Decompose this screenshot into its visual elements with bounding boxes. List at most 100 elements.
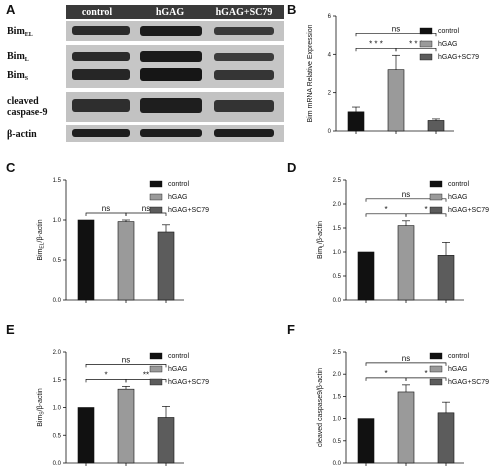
significance-label: ns xyxy=(402,190,410,199)
y-tick-label: 1.5 xyxy=(53,178,62,184)
significance-bracket xyxy=(405,377,447,381)
y-tick-label: 4 xyxy=(328,52,332,58)
bar-charts: 0 2 4 6 Bim mRNA Relative Expression * * * * *… xyxy=(37,14,489,467)
blot-column-label-hgag: hGAG xyxy=(156,7,185,18)
bar-e-0 xyxy=(77,407,95,464)
y-axis-label: BimEL/β-actin xyxy=(37,219,46,260)
y-tick-label: 0.5 xyxy=(53,258,62,264)
bar-c-0 xyxy=(77,219,95,301)
significance-label: ns xyxy=(142,204,150,213)
legend-label: hGAG xyxy=(448,194,467,201)
bar-c-1 xyxy=(117,221,135,301)
legend-label: control xyxy=(448,353,469,360)
y-tick-label: 0.0 xyxy=(53,298,62,304)
bar-e-1 xyxy=(117,388,135,464)
panel-letter-c: C xyxy=(6,160,16,175)
legend-swatch xyxy=(429,180,443,188)
legend-swatch xyxy=(149,365,163,373)
y-tick-label: 2.0 xyxy=(53,350,62,356)
y-tick-label: 0.0 xyxy=(333,461,342,467)
band xyxy=(72,99,130,112)
y-tick-label: 6 xyxy=(328,14,332,20)
blot-row-label-bim-el: BimEL xyxy=(7,26,33,38)
significance-bracket xyxy=(365,213,407,217)
bar-d-1 xyxy=(397,225,415,301)
y-tick-label: 2 xyxy=(328,91,332,97)
y-tick-label: 2.0 xyxy=(333,202,342,208)
y-tick-label: 2.0 xyxy=(333,372,342,378)
bar-f-2 xyxy=(437,412,455,464)
legend-label: control xyxy=(168,181,189,188)
significance-label: * xyxy=(424,205,427,214)
bar-b-2 xyxy=(427,120,445,132)
y-tick-label: 1.5 xyxy=(53,378,62,384)
significance-bracket xyxy=(125,379,167,383)
panel-letter-a: A xyxy=(6,2,16,17)
blot-column-label-control: control xyxy=(82,7,113,18)
chart-panel-f: 0.0 0.5 1.0 1.5 2.0 2.5 cleaved caspase9/β-act… xyxy=(317,350,489,467)
chart-panel-b: 0 2 4 6 Bim mRNA Relative Expression * * * * *… xyxy=(307,14,479,135)
blot-row-label-beta-actin: β-actin xyxy=(7,129,37,140)
bar-b-1 xyxy=(387,69,405,132)
y-tick-label: 0.0 xyxy=(333,298,342,304)
y-tick-label: 0.0 xyxy=(53,461,62,467)
band xyxy=(214,70,274,80)
legend-swatch xyxy=(429,352,443,360)
significance-bracket xyxy=(365,362,447,366)
significance-bracket xyxy=(365,198,447,202)
significance-bracket xyxy=(355,32,437,37)
bar-d-2 xyxy=(437,255,455,301)
band xyxy=(214,129,274,137)
significance-bracket xyxy=(85,379,127,383)
band xyxy=(214,53,274,61)
legend-swatch xyxy=(149,193,163,201)
legend-label: hGAG+SC79 xyxy=(448,207,489,214)
y-tick-label: 0 xyxy=(328,129,332,135)
bar-d-0 xyxy=(357,251,375,301)
legend-label: hGAG+SC79 xyxy=(438,54,479,61)
legend-label: hGAG xyxy=(168,194,187,201)
y-tick-label: 2.5 xyxy=(333,178,342,184)
band xyxy=(140,26,202,36)
y-axis-label: BimL/β-actin xyxy=(317,221,326,259)
significance-bracket xyxy=(85,364,167,368)
significance-label: ns xyxy=(392,24,400,33)
significance-bracket xyxy=(395,47,437,52)
legend-swatch xyxy=(149,180,163,188)
band xyxy=(214,27,274,35)
band xyxy=(140,68,202,81)
legend-swatch xyxy=(419,27,433,35)
band xyxy=(72,52,130,61)
significance-label: ns xyxy=(122,355,130,364)
significance-bracket xyxy=(405,213,447,217)
bar-c-2 xyxy=(157,231,175,301)
y-tick-label: 1.0 xyxy=(333,250,342,256)
blot-row-label-cleaved: cleaved xyxy=(7,96,39,107)
band xyxy=(72,26,130,35)
legend-swatch xyxy=(419,53,433,61)
significance-label: * xyxy=(384,205,387,214)
legend-label: hGAG+SC79 xyxy=(448,379,489,386)
y-tick-label: 1.0 xyxy=(333,417,342,423)
band xyxy=(140,129,202,137)
significance-label: * xyxy=(104,370,107,379)
panel-letter-b: B xyxy=(287,2,296,17)
y-tick-label: 1.0 xyxy=(53,406,62,412)
significance-label: * * * xyxy=(369,39,383,48)
legend-swatch xyxy=(429,206,443,214)
y-tick-label: 0.5 xyxy=(53,433,62,439)
legend-label: hGAG xyxy=(438,41,457,48)
panel-letter-d: D xyxy=(287,160,296,175)
band xyxy=(140,51,202,62)
bar-b-0 xyxy=(347,111,365,132)
blot-header-band xyxy=(66,5,284,19)
significance-label: ns xyxy=(402,354,410,363)
y-axis-label: Bim mRNA Relative Expression xyxy=(307,24,314,122)
bar-f-0 xyxy=(357,418,375,464)
legend-swatch xyxy=(149,352,163,360)
legend-swatch xyxy=(419,40,433,48)
western-blot: control hGAG hGAG+SC79 BimEL BimL BimS c… xyxy=(7,5,284,142)
y-axis-label: cleaved caspase9/β-actin xyxy=(317,368,324,447)
